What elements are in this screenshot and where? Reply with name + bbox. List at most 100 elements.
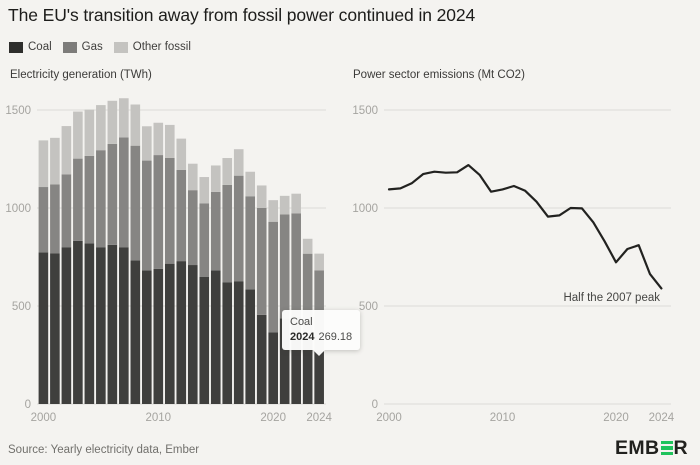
bar-segment-other-fossil-2020[interactable] xyxy=(268,200,278,222)
bar-segment-coal-2024[interactable] xyxy=(314,351,324,404)
y-tick-label: 1500 xyxy=(5,105,31,117)
bar-segment-coal-2007[interactable] xyxy=(119,247,129,404)
y-tick-label: 0 xyxy=(372,399,378,411)
x-tick-label: 2000 xyxy=(31,412,57,424)
bar-segment-other-fossil-2022[interactable] xyxy=(291,193,301,214)
bar-segment-coal-2019[interactable] xyxy=(256,314,267,404)
bar-segment-gas-2012[interactable] xyxy=(176,169,187,262)
bar-segment-gas-2022[interactable] xyxy=(291,213,301,317)
bar-segment-gas-2010[interactable] xyxy=(153,155,164,269)
bar-segment-other-fossil-2024[interactable] xyxy=(314,253,324,271)
x-tick-label: 2000 xyxy=(376,412,402,424)
tooltip-year: 2024 xyxy=(290,330,315,343)
bar-segment-coal-2001[interactable] xyxy=(50,253,60,404)
bar-segment-gas-2020[interactable] xyxy=(268,221,278,333)
bar-segment-gas-2002[interactable] xyxy=(61,174,72,248)
bar-segment-coal-2004[interactable] xyxy=(84,243,95,404)
legend-label-other-fossil: Other fossil xyxy=(132,41,191,53)
x-tick-label: 2020 xyxy=(603,412,629,424)
ember-logo-green-e-icon xyxy=(660,440,673,456)
bar-segment-other-fossil-2000[interactable] xyxy=(38,140,49,188)
bar-segment-gas-2004[interactable] xyxy=(84,155,95,244)
bar-segment-coal-2010[interactable] xyxy=(153,268,164,404)
x-tick-label: 2024 xyxy=(306,412,332,424)
legend-item-coal: Coal xyxy=(9,41,52,53)
bar-segment-gas-2000[interactable] xyxy=(38,187,49,253)
bar-segment-gas-2006[interactable] xyxy=(107,143,118,245)
bar-segment-gas-2021[interactable] xyxy=(279,214,290,319)
bar-segment-other-fossil-2002[interactable] xyxy=(61,126,72,175)
legend-item-gas: Gas xyxy=(62,41,103,53)
bar-segment-coal-2002[interactable] xyxy=(61,247,72,404)
bar-segment-gas-2014[interactable] xyxy=(199,203,210,277)
x-tick-label: 2010 xyxy=(146,412,172,424)
bar-segment-other-fossil-2012[interactable] xyxy=(176,138,187,170)
y-tick-label: 1000 xyxy=(352,203,378,215)
bar-segment-other-fossil-2021[interactable] xyxy=(279,195,290,215)
bar-segment-gas-2013[interactable] xyxy=(187,190,198,266)
bar-segment-gas-2023[interactable] xyxy=(302,253,313,339)
bar-segment-coal-2009[interactable] xyxy=(142,270,152,404)
bar-segment-gas-2007[interactable] xyxy=(119,137,129,248)
bar-segment-coal-2011[interactable] xyxy=(164,263,175,404)
annotation-half-2007-peak: Half the 2007 peak xyxy=(563,292,660,304)
source-note: Source: Yearly electricity data, Ember xyxy=(8,444,200,456)
bar-segment-gas-2003[interactable] xyxy=(73,158,83,241)
bar-segment-coal-2023[interactable] xyxy=(302,338,313,404)
legend-label-gas: Gas xyxy=(81,41,103,53)
right-chart-title: Power sector emissions (Mt CO2) xyxy=(353,69,525,81)
bar-segment-other-fossil-2004[interactable] xyxy=(84,109,95,156)
bar-segment-other-fossil-2015[interactable] xyxy=(210,165,221,192)
bar-segment-coal-2018[interactable] xyxy=(245,289,256,404)
bar-segment-other-fossil-2014[interactable] xyxy=(199,177,210,204)
bar-segment-other-fossil-2013[interactable] xyxy=(187,163,198,191)
bar-segment-gas-2005[interactable] xyxy=(96,150,106,248)
tooltip-value-row: 2024 269.18 xyxy=(290,330,352,345)
bar-segment-gas-2009[interactable] xyxy=(142,160,152,271)
bar-segment-other-fossil-2009[interactable] xyxy=(142,126,152,161)
bar-segment-coal-2003[interactable] xyxy=(73,240,83,404)
ember-logo-text-right: R xyxy=(673,436,688,459)
bar-segment-other-fossil-2011[interactable] xyxy=(164,124,175,158)
bar-segment-other-fossil-2005[interactable] xyxy=(96,105,106,151)
bar-segment-other-fossil-2016[interactable] xyxy=(222,158,233,185)
bar-segment-gas-2015[interactable] xyxy=(210,191,221,271)
x-tick-label: 2020 xyxy=(260,412,286,424)
bar-segment-other-fossil-2007[interactable] xyxy=(119,98,129,138)
bar-segment-other-fossil-2010[interactable] xyxy=(153,122,164,156)
bar-segment-coal-2008[interactable] xyxy=(130,260,141,404)
bar-segment-other-fossil-2003[interactable] xyxy=(73,111,83,159)
bar-segment-other-fossil-2017[interactable] xyxy=(233,149,244,176)
bar-segment-coal-2012[interactable] xyxy=(176,261,187,404)
bar-segment-other-fossil-2001[interactable] xyxy=(50,137,60,185)
bar-segment-gas-2019[interactable] xyxy=(256,208,267,315)
x-tick-label: 2024 xyxy=(649,412,675,424)
bar-segment-coal-2016[interactable] xyxy=(222,282,233,404)
bar-segment-other-fossil-2008[interactable] xyxy=(130,104,141,146)
bar-segment-gas-2018[interactable] xyxy=(245,196,256,290)
bar-segment-other-fossil-2019[interactable] xyxy=(256,185,267,208)
bar-segment-other-fossil-2023[interactable] xyxy=(302,238,313,254)
bar-segment-gas-2017[interactable] xyxy=(233,175,244,282)
bar-segment-gas-2008[interactable] xyxy=(130,145,141,261)
bar-segment-coal-2020[interactable] xyxy=(268,332,278,404)
emissions-line[interactable] xyxy=(387,164,663,290)
bar-segment-other-fossil-2018[interactable] xyxy=(245,171,256,197)
x-tick-label: 2010 xyxy=(490,412,516,424)
bar-segment-coal-2022[interactable] xyxy=(291,316,301,404)
bar-segment-other-fossil-2006[interactable] xyxy=(107,100,118,144)
bar-segment-coal-2017[interactable] xyxy=(233,281,244,405)
bar-segment-coal-2021[interactable] xyxy=(279,318,290,404)
bar-segment-coal-2014[interactable] xyxy=(199,276,210,404)
bar-segment-gas-2011[interactable] xyxy=(164,157,175,264)
ember-logo: EMB R xyxy=(615,436,688,460)
bar-segment-coal-2006[interactable] xyxy=(107,244,118,404)
other-fossil-swatch xyxy=(113,41,128,53)
bar-segment-coal-2015[interactable] xyxy=(210,270,221,404)
bar-segment-coal-2005[interactable] xyxy=(96,247,106,404)
bar-segment-coal-2013[interactable] xyxy=(187,265,198,404)
y-tick-label: 0 xyxy=(25,399,31,411)
bar-segment-gas-2016[interactable] xyxy=(222,184,233,283)
bar-segment-coal-2000[interactable] xyxy=(38,252,49,404)
bar-segment-gas-2001[interactable] xyxy=(50,184,60,254)
